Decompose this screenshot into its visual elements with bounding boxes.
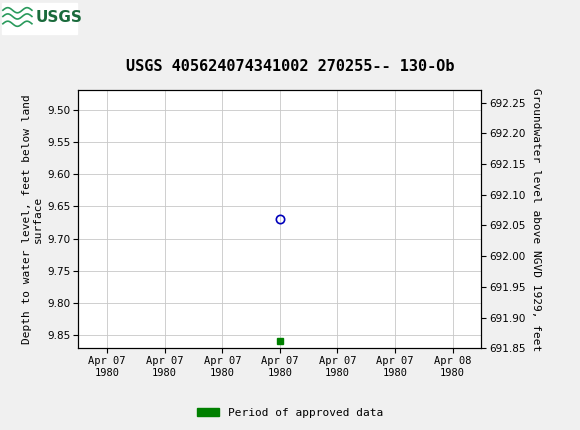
FancyBboxPatch shape [2, 3, 77, 34]
Legend: Period of approved data: Period of approved data [193, 403, 387, 422]
Text: USGS: USGS [36, 10, 83, 25]
Text: USGS 405624074341002 270255-- 130-Ob: USGS 405624074341002 270255-- 130-Ob [126, 59, 454, 74]
Y-axis label: Depth to water level, feet below land
surface: Depth to water level, feet below land su… [21, 95, 44, 344]
Y-axis label: Groundwater level above NGVD 1929, feet: Groundwater level above NGVD 1929, feet [531, 88, 541, 351]
